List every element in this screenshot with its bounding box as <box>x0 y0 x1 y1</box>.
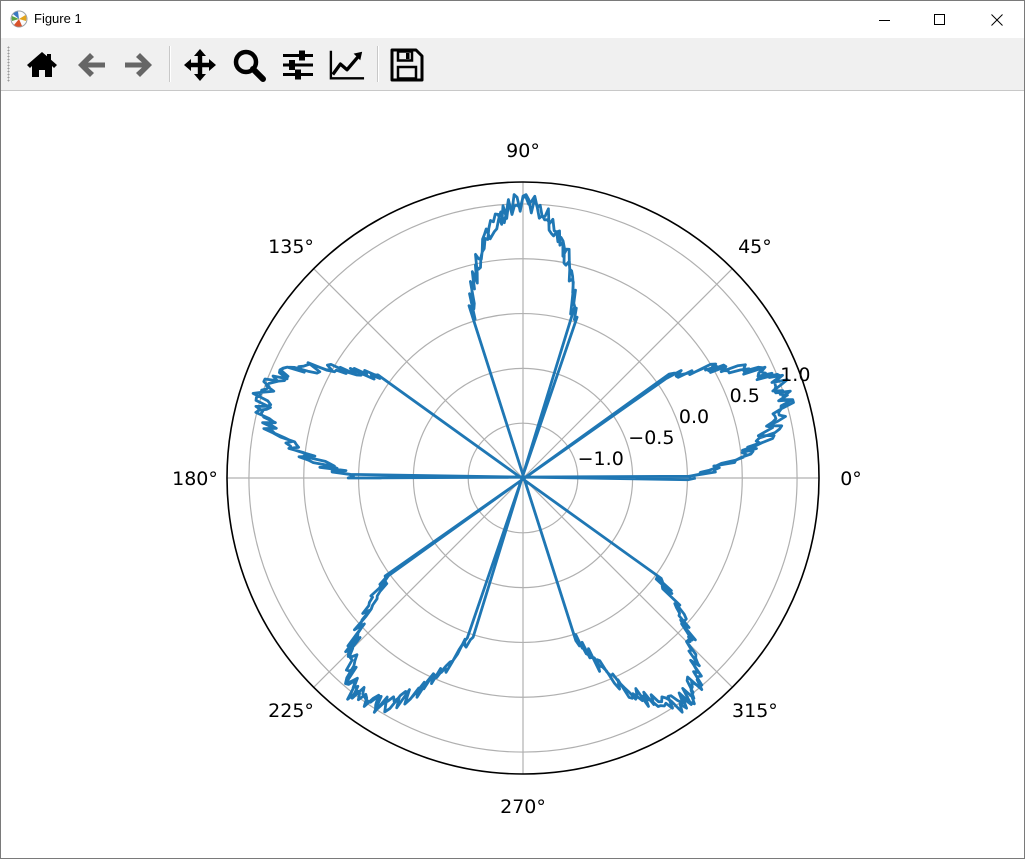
maximize-icon <box>934 13 945 25</box>
matplotlib-figure-icon <box>10 10 28 28</box>
radial-tick-label: 0.5 <box>730 385 760 407</box>
angle-tick-label: 180° <box>172 468 218 490</box>
move-icon <box>184 49 216 81</box>
edit-axes-button[interactable] <box>329 47 365 83</box>
figure-canvas[interactable]: 0° 45° 90° 135° 180° 225° 270° 315° −1.0 −0.5 0.0… <box>1 91 1024 858</box>
back-button[interactable] <box>73 47 109 83</box>
toolbar-separator <box>169 46 171 82</box>
home-icon <box>27 52 57 77</box>
polar-frame <box>226 181 820 775</box>
angle-tick-label: 270° <box>500 796 546 818</box>
angle-tick-label: 45° <box>738 236 772 258</box>
angle-tick-labels: 0° 45° 90° 135° 180° 225° 270° 315° <box>172 140 862 818</box>
angle-tick-label: 225° <box>268 700 314 722</box>
series-layer <box>251 193 795 714</box>
minimize-icon <box>879 19 890 21</box>
title-bar[interactable]: Figure 1 <box>1 1 1024 38</box>
navigation-toolbar <box>1 38 1024 91</box>
floppy-disk-icon <box>390 48 424 82</box>
maximize-button[interactable] <box>916 1 964 38</box>
pan-button[interactable] <box>182 47 218 83</box>
radial-tick-label: 1.0 <box>780 364 810 386</box>
radial-tick-label: 0.0 <box>679 406 709 428</box>
angle-tick-label: 0° <box>840 468 862 490</box>
angular-gridline <box>522 477 733 688</box>
toolbar-separator <box>377 46 379 82</box>
close-icon <box>991 13 1003 26</box>
angle-tick-label: 315° <box>732 700 778 722</box>
zoom-button[interactable] <box>231 47 267 83</box>
polar-plot[interactable]: 0° 45° 90° 135° 180° 225° 270° 315° −1.0−0.50.0… <box>1 91 1024 858</box>
angle-tick-label: 90° <box>506 140 540 162</box>
radial-tick-label: −0.5 <box>628 427 674 449</box>
home-button[interactable] <box>24 47 60 83</box>
toolbar-grip[interactable] <box>7 46 10 82</box>
rose-curve-line <box>251 193 795 714</box>
magnifier-icon <box>233 49 266 82</box>
angular-gridline <box>313 268 524 479</box>
close-button[interactable] <box>973 1 1021 38</box>
polar-grid <box>226 181 820 775</box>
sliders-icon <box>283 50 313 80</box>
arrow-left-icon <box>78 53 105 77</box>
radial-tick-labels: −1.0−0.50.0 0.5 1.0 <box>578 364 811 470</box>
line-chart-icon <box>329 50 365 80</box>
configure-subplots-button[interactable] <box>280 47 316 83</box>
radial-tick-label: −1.0 <box>578 448 624 470</box>
forward-button[interactable] <box>121 47 157 83</box>
angle-tick-label: 135° <box>268 236 314 258</box>
window-title: Figure 1 <box>34 11 82 26</box>
arrow-right-icon <box>125 53 152 77</box>
angular-gridline <box>522 268 733 479</box>
save-button[interactable] <box>389 47 425 83</box>
minimize-button[interactable] <box>861 1 909 38</box>
